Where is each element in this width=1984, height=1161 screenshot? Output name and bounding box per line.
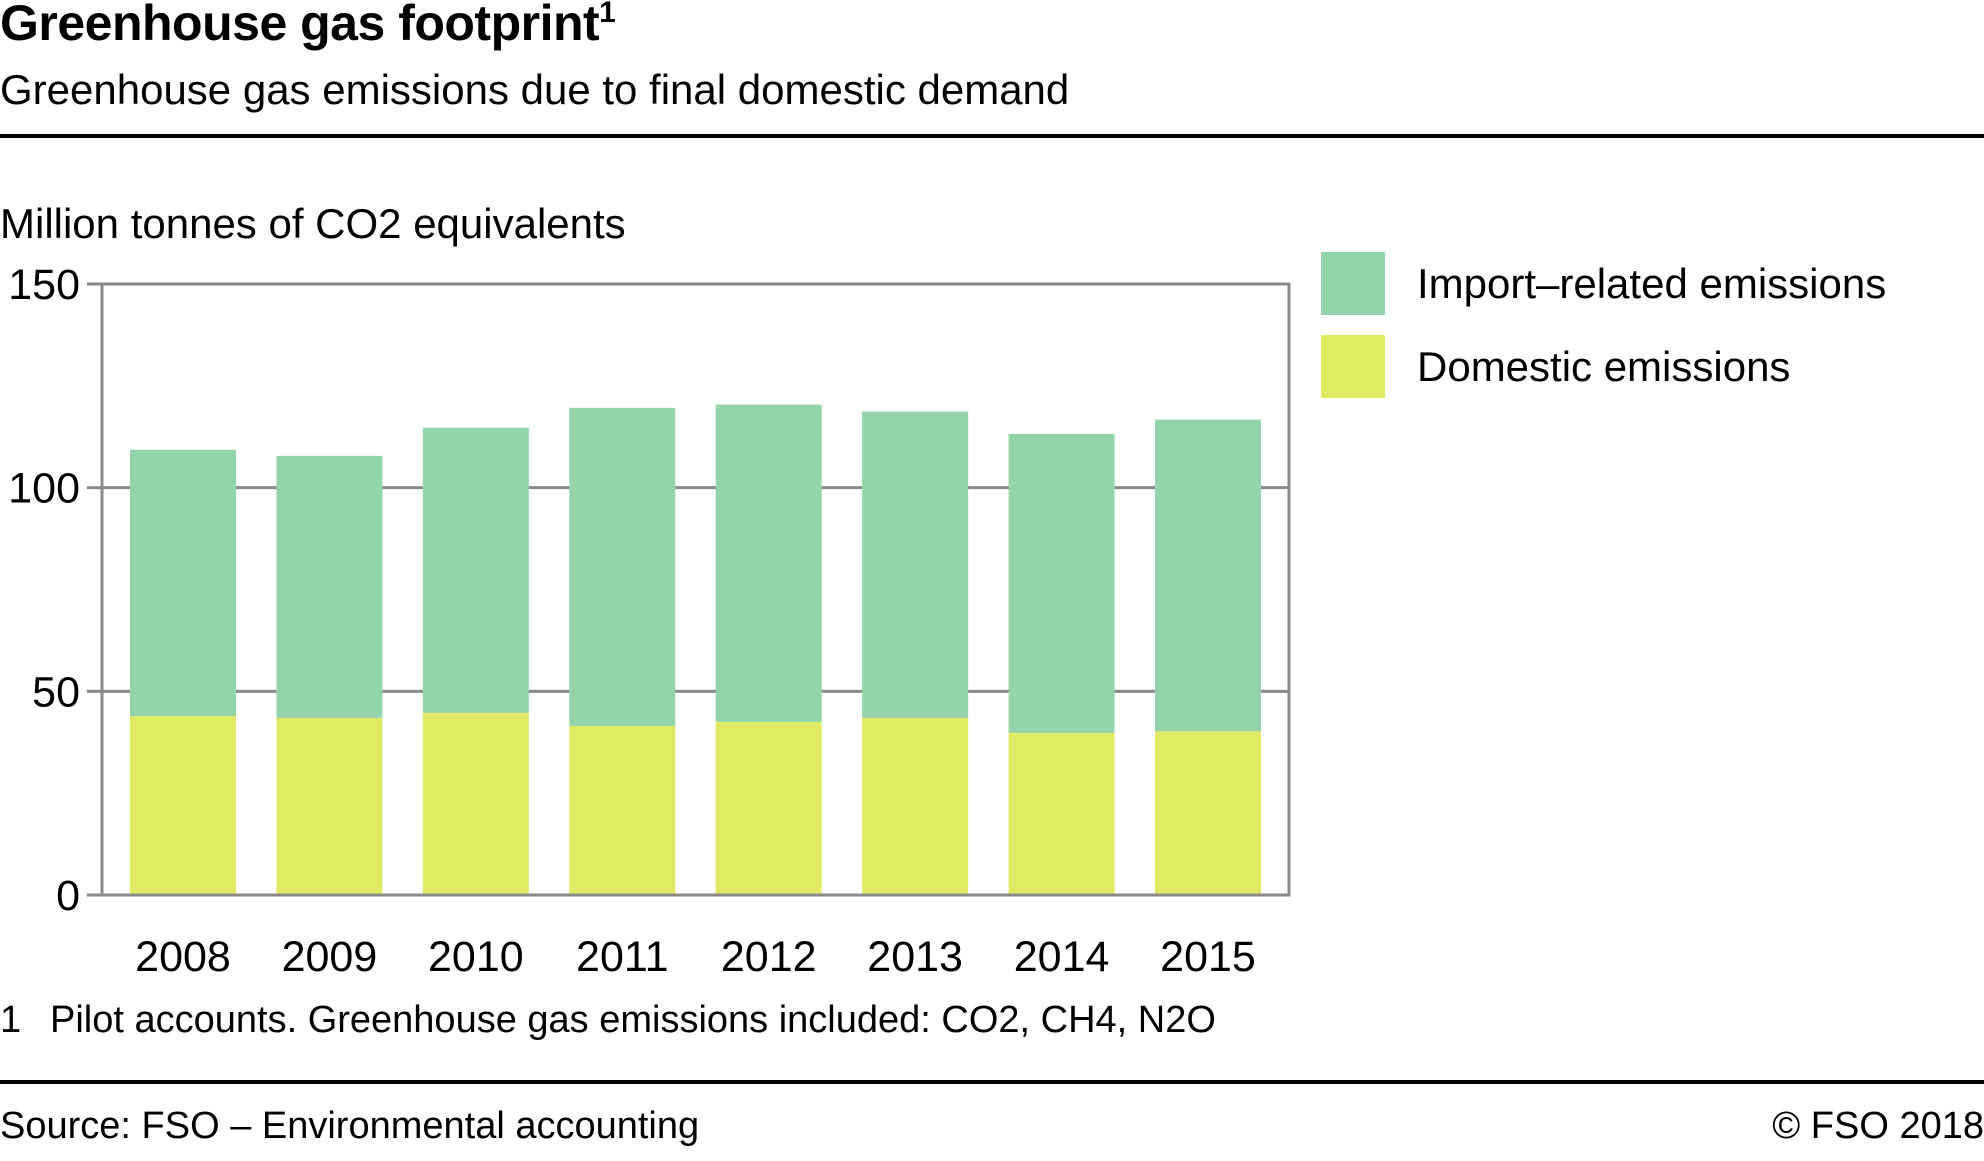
bar-import-2008	[130, 449, 236, 717]
y-tick-labels: 0 50 100 150	[8, 261, 80, 920]
bar-import-2014	[1008, 433, 1115, 733]
legend-swatch-import	[1321, 252, 1385, 315]
bar-import-2010	[422, 427, 529, 713]
x-tick-labels: 2008 2009 2010 2011 2012 2013 2014 2015	[135, 933, 1256, 981]
y-tick-label-150: 150	[8, 261, 80, 309]
bar-import-2013	[862, 411, 969, 718]
bar-import-2015	[1155, 419, 1261, 732]
x-tick-label-2011: 2011	[576, 933, 668, 981]
footnote-text: Pilot accounts. Greenhouse gas emissions…	[50, 999, 1216, 1041]
legend-label-domestic: Domestic emissions	[1417, 342, 1791, 390]
x-tick-label-2014: 2014	[1014, 933, 1110, 981]
bar-domestic-2012	[715, 721, 822, 895]
bar-domestic-2015	[1155, 731, 1261, 895]
chart-title: Greenhouse gas footprint1	[0, 0, 616, 52]
title-footnote-marker: 1	[599, 0, 616, 29]
bar-domestic-2010	[422, 712, 529, 895]
bar-import-2012	[715, 404, 822, 722]
x-tick-label-2008: 2008	[135, 933, 231, 981]
x-tick-label-2009: 2009	[282, 933, 378, 981]
x-tick-label-2012: 2012	[721, 933, 817, 981]
footnote-number: 1	[0, 999, 22, 1041]
bars	[130, 404, 1261, 895]
plot-frame	[100, 282, 1291, 897]
x-tick-label-2015: 2015	[1160, 933, 1256, 981]
bar-domestic-2008	[130, 716, 236, 895]
top-rule	[0, 134, 1984, 138]
legend-label-import: Import–related emissions	[1417, 259, 1887, 307]
bar-domestic-2013	[862, 717, 969, 895]
chart-subtitle: Greenhouse gas emissions due to final do…	[0, 66, 1070, 113]
plot-border	[100, 282, 1291, 897]
legend-swatch-domestic	[1321, 335, 1385, 398]
bar-domestic-2011	[569, 725, 676, 895]
x-tick-label-2010: 2010	[428, 933, 524, 981]
chart-title-text: Greenhouse gas footprint	[0, 0, 600, 51]
copyright-text: © FSO 2018	[1772, 1105, 1984, 1147]
bar-import-2009	[276, 455, 383, 718]
bar-domestic-2014	[1008, 732, 1115, 895]
source-text: Source: FSO – Environmental accounting	[0, 1105, 700, 1147]
y-tick-label-50: 50	[32, 668, 80, 716]
y-axis-label: Million tonnes of CO2 equivalents	[0, 200, 626, 247]
legend-item-import: Import–related emissions	[1321, 252, 1886, 315]
footnote: 1 Pilot accounts. Greenhouse gas emission…	[0, 999, 1216, 1042]
legend-item-domestic: Domestic emissions	[1321, 335, 1790, 398]
bottom-rule	[0, 1080, 1984, 1084]
y-tick-label-0: 0	[56, 872, 80, 920]
y-tick-label-100: 100	[8, 465, 80, 513]
x-tick-label-2013: 2013	[867, 933, 963, 981]
bar-domestic-2009	[276, 717, 383, 895]
bar-import-2011	[569, 407, 676, 726]
